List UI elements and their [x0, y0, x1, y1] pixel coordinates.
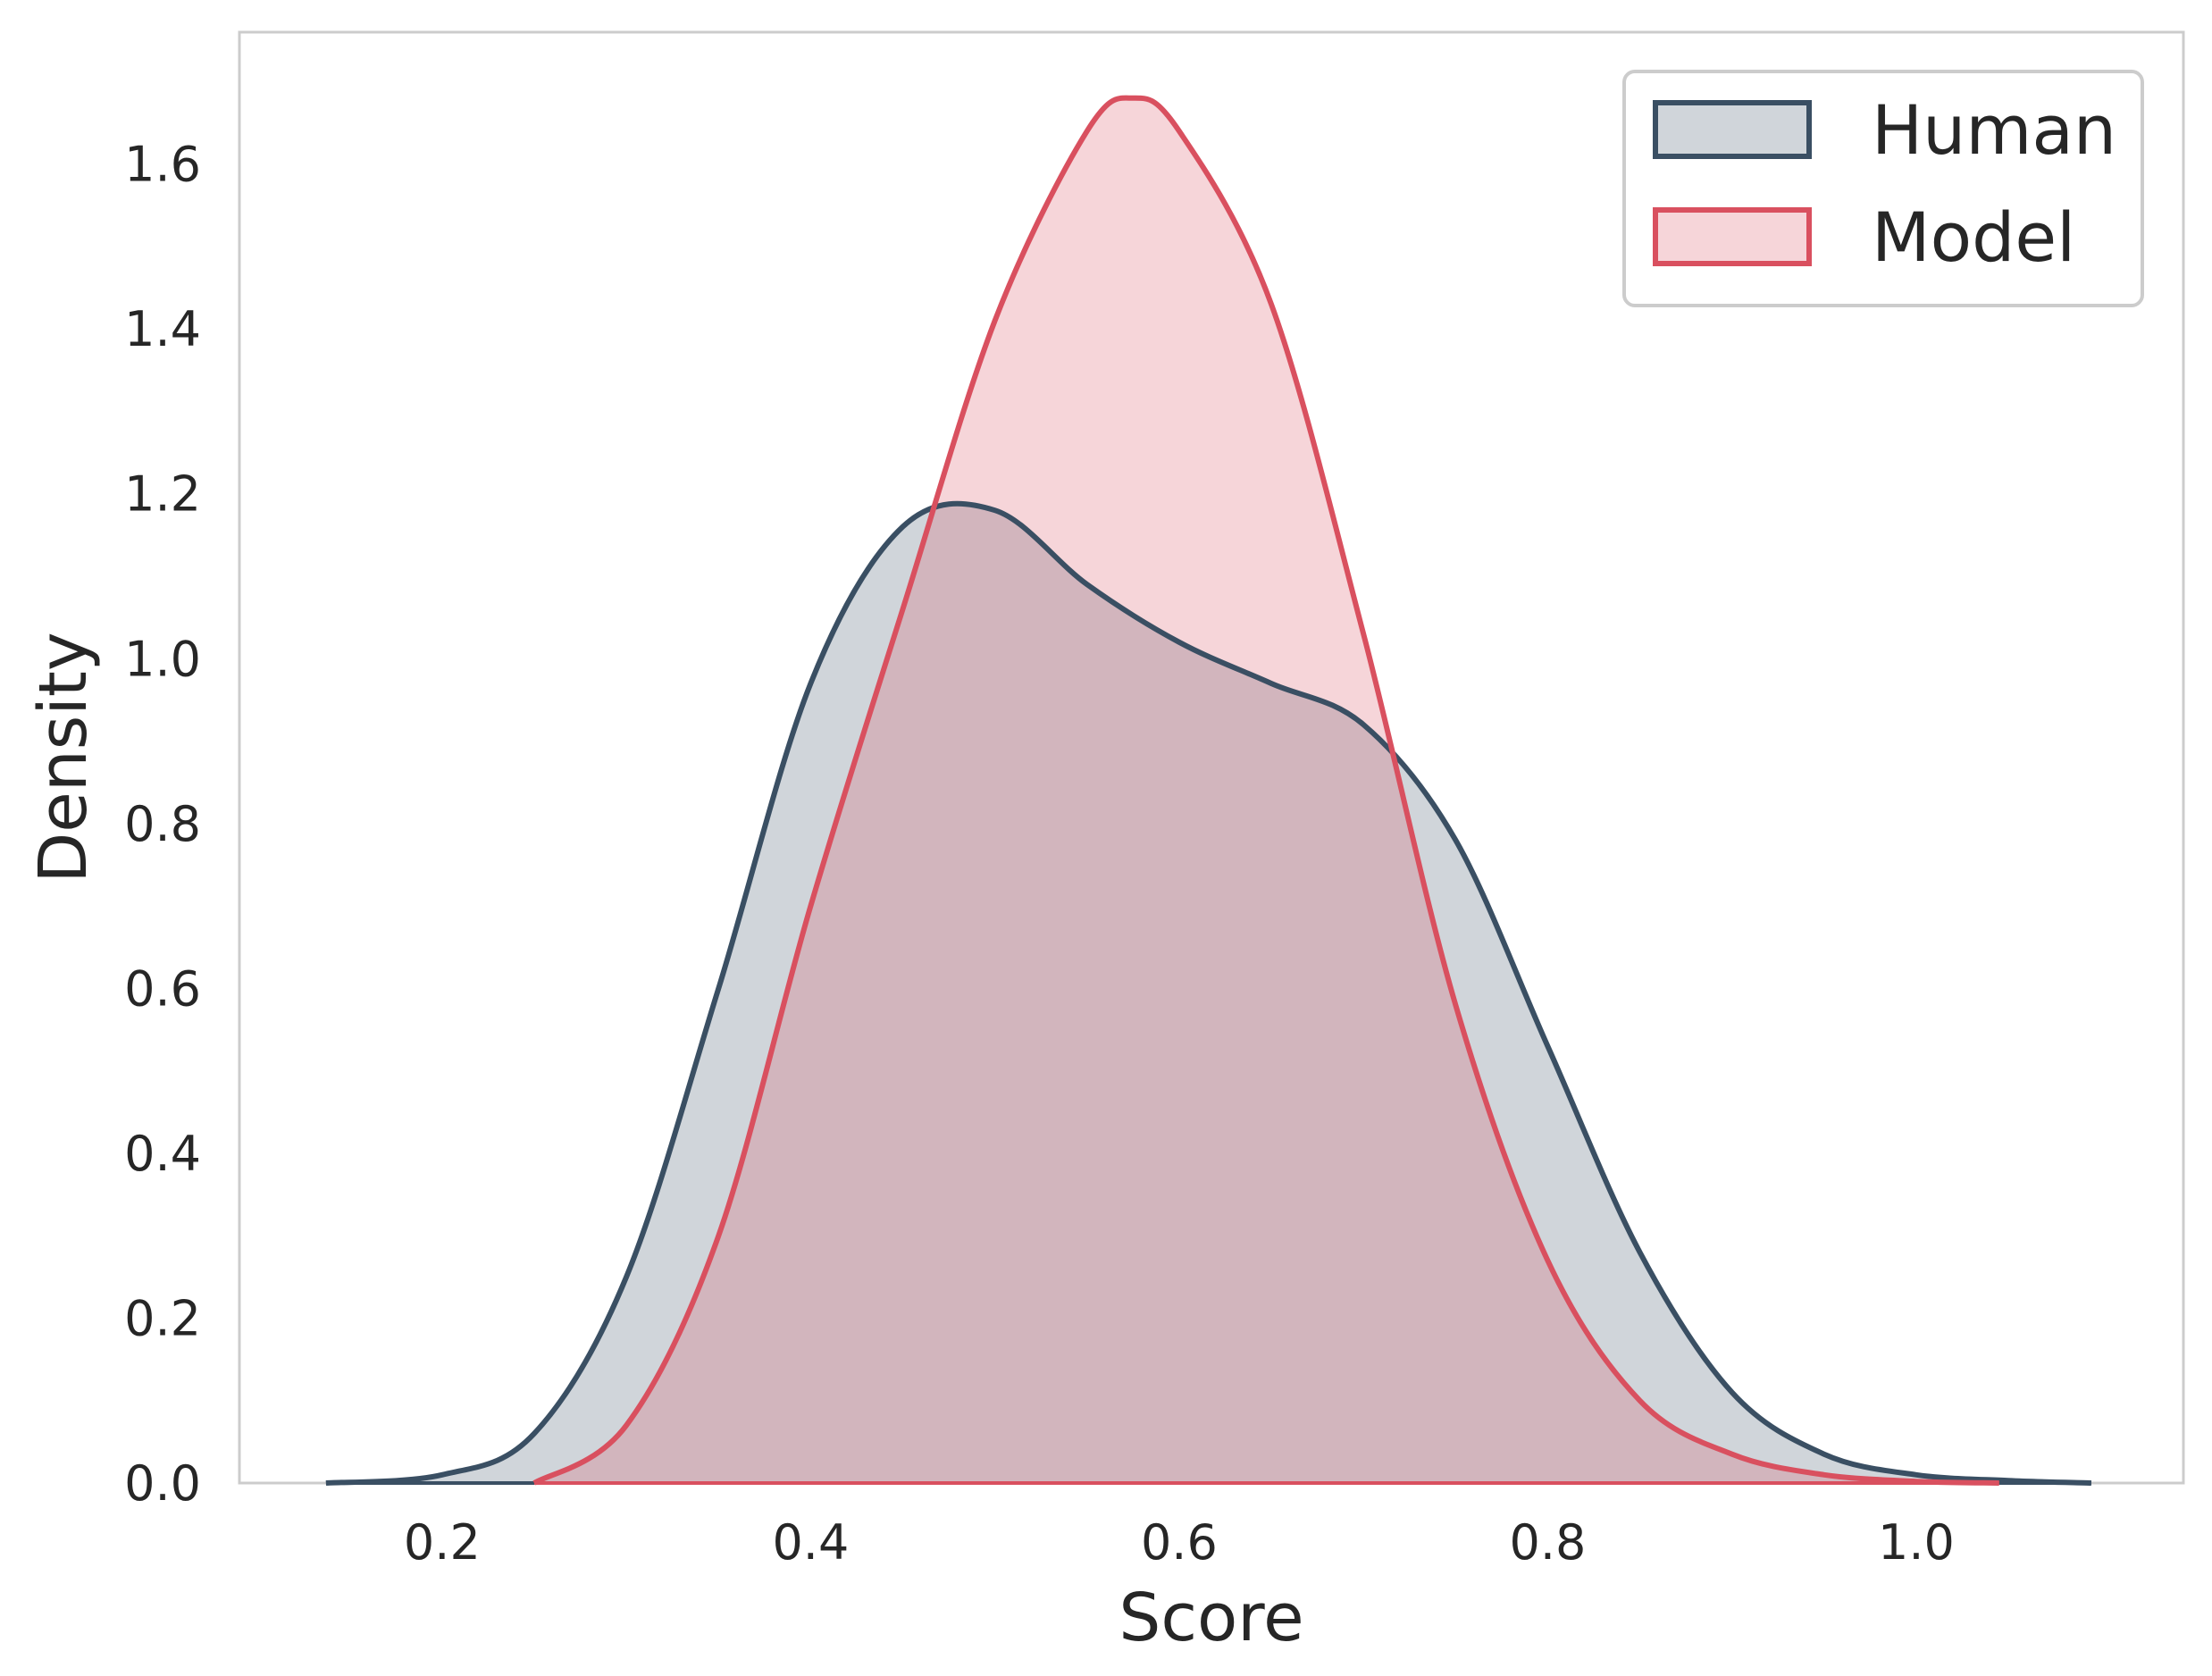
legend-frame — [1622, 70, 2144, 307]
x-tick-label: 0.8 — [1509, 1514, 1586, 1571]
y-tick-label: 0.2 — [124, 1290, 201, 1346]
x-tick-label: 0.2 — [404, 1514, 481, 1571]
x-axis-title: Score — [1119, 1580, 1303, 1656]
y-tick-label: 0.4 — [124, 1126, 201, 1182]
line-model — [532, 95, 1999, 1486]
y-tick-label: 0.6 — [124, 960, 201, 1017]
y-tick-label: 0.8 — [124, 796, 201, 852]
y-tick-label: 0.0 — [124, 1455, 201, 1512]
area-model — [534, 97, 1999, 1483]
legend-swatch-human — [1653, 100, 1812, 159]
x-axis-ticks: 0.2 0.4 0.6 0.8 1.0 — [404, 1514, 1955, 1571]
y-axis-ticks: 0.0 0.2 0.4 0.6 0.8 1.0 1.2 1.4 1.6 — [124, 137, 201, 1512]
legend-label-model: Model — [1872, 197, 2075, 277]
y-tick-label: 1.0 — [124, 631, 201, 687]
y-tick-label: 1.6 — [124, 137, 201, 193]
x-tick-label: 0.4 — [772, 1514, 849, 1571]
area-human — [325, 503, 2091, 1484]
series-layer — [325, 95, 2091, 1486]
legend: Human Model — [1622, 70, 2144, 307]
y-tick-label: 1.2 — [124, 466, 201, 523]
x-tick-label: 0.6 — [1141, 1514, 1218, 1571]
y-axis-title: Density — [25, 632, 102, 883]
x-tick-label: 1.0 — [1878, 1514, 1955, 1571]
line-human — [325, 500, 2091, 1486]
legend-swatch-model — [1653, 207, 1812, 266]
y-tick-label: 1.4 — [124, 301, 201, 357]
legend-label-human: Human — [1872, 90, 2116, 170]
